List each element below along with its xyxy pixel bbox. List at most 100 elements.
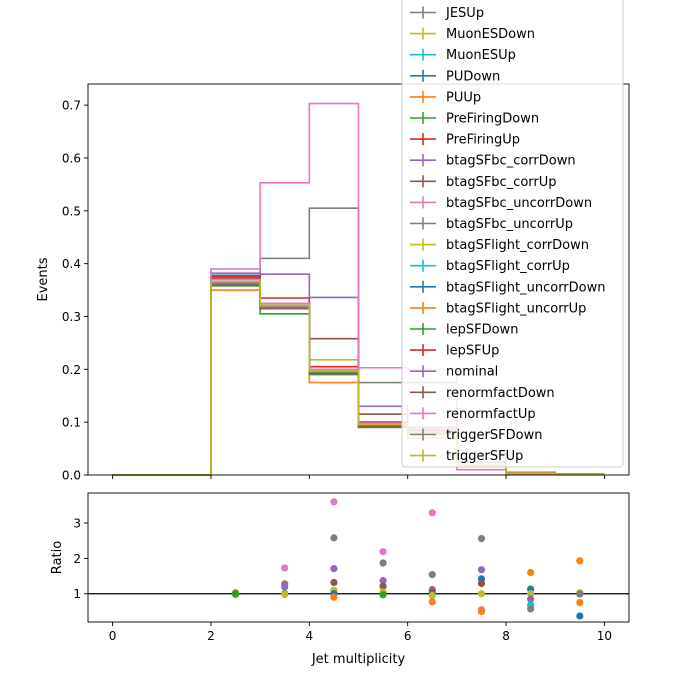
ratio-point — [379, 548, 387, 556]
ratio-point — [477, 566, 486, 574]
top-x-axis-ticks — [112, 475, 605, 479]
legend-label: btagSFbc_corrUp — [446, 175, 557, 190]
legend-entry-btagSFbc_uncorrDown: btagSFbc_uncorrDown — [410, 196, 592, 211]
legend-entry-PUUp: PUUp — [410, 90, 481, 105]
legend-label: triggerSFDown — [446, 428, 542, 443]
ratio-point — [330, 593, 338, 601]
legend-entry-triggerSFDown: triggerSFDown — [410, 428, 542, 443]
ratio-point — [477, 590, 486, 598]
legend-label: nominal — [446, 365, 498, 380]
legend-entry-btagSFlight_corrDown: btagSFlight_corrDown — [410, 238, 589, 253]
bottom-y-axis-label: Ratio — [50, 541, 65, 574]
top-y-tick-label: 0.2 — [62, 363, 81, 377]
legend-entry-btagSFlight_corrUp: btagSFlight_corrUp — [410, 259, 570, 274]
ratio-point — [330, 534, 338, 542]
legend-label: renormfactDown — [446, 386, 555, 401]
ratio-point — [281, 564, 289, 572]
bottom-x-tick-label: 10 — [597, 629, 612, 643]
ratio-point — [428, 591, 436, 600]
legend-entry-lepSFDown: lepSFDown — [410, 323, 518, 338]
legend-entry-btagSFbc_uncorrUp: btagSFbc_uncorrUp — [410, 217, 573, 232]
legend-label: btagSFlight_uncorrUp — [446, 301, 586, 316]
ratio-point — [576, 557, 584, 565]
ratio-point — [428, 509, 436, 517]
ratio-point — [576, 612, 584, 620]
legend-label: btagSFlight_corrUp — [446, 259, 570, 274]
legend-entry-renormfactUp: renormfactUp — [410, 407, 536, 422]
bottom-x-tick-label: 0 — [109, 629, 117, 643]
legend-label: btagSFlight_corrDown — [446, 238, 589, 253]
legend-label: lepSFUp — [446, 344, 499, 359]
ratio-point — [330, 498, 338, 506]
legend-label: PUUp — [446, 90, 481, 105]
ratio-points-group — [231, 498, 584, 620]
top-y-axis-ticks: 0.0 0.1 0.2 0.3 0.4 0.5 0.6 0.7 — [62, 99, 88, 483]
bottom-axes-frame — [87, 492, 630, 623]
ratio-point — [576, 590, 584, 598]
ratio-point — [281, 590, 289, 599]
legend-label: btagSFbc_uncorrDown — [446, 196, 592, 211]
top-y-tick-label: 0.4 — [62, 257, 81, 271]
legend-entry-PreFiringDown: PreFiringDown — [410, 112, 539, 127]
legend-items: JESUp MuonESDown MuonESUp PUDown PUUp PreFiri… — [410, 6, 606, 464]
legend-label: lepSFDown — [446, 323, 518, 338]
ratio-point — [527, 568, 535, 577]
legend-label: btagSFbc_uncorrUp — [446, 217, 573, 232]
legend-entry-triggerSFUp: triggerSFUp — [410, 449, 523, 464]
top-series-group — [112, 102, 605, 476]
ratio-point — [330, 578, 338, 587]
ratio-point — [527, 590, 535, 598]
legend-entry-lepSFUp: lepSFUp — [410, 344, 499, 359]
ratio-point — [379, 577, 387, 585]
bottom-y-tick-label: 2 — [73, 552, 81, 566]
ratio-point — [576, 598, 584, 607]
series-step-triggerSFUp — [112, 280, 605, 476]
legend-entry-PreFiringUp: PreFiringUp — [410, 133, 520, 148]
legend-entry-btagSFlight_uncorrDown: btagSFlight_uncorrDown — [410, 280, 606, 295]
ratio-point — [477, 607, 486, 615]
bottom-x-tick-label: 2 — [207, 629, 215, 643]
legend-label: renormfactUp — [446, 407, 536, 422]
top-y-axis-label: Events — [36, 257, 51, 301]
bottom-y-tick-label: 3 — [73, 517, 81, 531]
top-axes-frame — [87, 83, 630, 476]
bottom-x-tick-label: 8 — [502, 629, 510, 643]
bottom-ratio-panel: 1 2 3 0 2 4 6 8 10 Ratio Jet multiplicity — [50, 492, 630, 667]
legend-label: MuonESDown — [446, 27, 535, 42]
ratio-point — [428, 571, 436, 579]
ratio-point — [330, 565, 338, 573]
top-y-tick-label: 0.3 — [62, 310, 81, 324]
bottom-x-tick-label: 4 — [305, 629, 313, 643]
top-y-tick-label: 0.0 — [62, 469, 81, 483]
ratio-point — [477, 579, 486, 588]
ratio-point — [477, 534, 486, 543]
legend-entry-btagSFbc_corrUp: btagSFbc_corrUp — [410, 175, 557, 190]
legend-entry-JESUp: JESUp — [410, 6, 484, 21]
legend-label: PreFiringDown — [446, 112, 539, 127]
legend-box — [401, 0, 624, 468]
legend-label: btagSFlight_uncorrDown — [446, 280, 606, 295]
bottom-x-axis-ticks: 0 2 4 6 8 10 — [109, 622, 612, 643]
ratio-point — [527, 595, 535, 603]
top-y-tick-label: 0.1 — [62, 416, 81, 430]
legend-label: PreFiringUp — [446, 133, 520, 148]
ratio-point — [428, 598, 436, 606]
top-y-tick-label: 0.6 — [62, 151, 81, 165]
legend-label: JESUp — [445, 6, 484, 21]
x-axis-label: Jet multiplicity — [311, 652, 406, 667]
legend-entry-renormfactDown: renormfactDown — [410, 386, 555, 401]
legend-label: PUDown — [446, 69, 500, 84]
legend-entry-PUDown: PUDown — [410, 69, 500, 84]
legend-entry-MuonESUp: MuonESUp — [410, 48, 516, 63]
bottom-y-axis-ticks: 1 2 3 — [73, 517, 88, 601]
ratio-point — [281, 583, 289, 591]
ratio-point — [379, 591, 387, 599]
ratio-point — [527, 605, 535, 613]
legend-entry-nominal: nominal — [410, 365, 498, 380]
top-histogram-panel: 0.0 0.1 0.2 0.3 0.4 0.5 0.6 0.7 Events — [36, 83, 630, 483]
legend: JESUp MuonESDown MuonESUp PUDown PUUp PreFiri… — [401, 0, 624, 468]
legend-entry-btagSFlight_uncorrUp: btagSFlight_uncorrUp — [410, 301, 586, 316]
bottom-y-tick-label: 1 — [73, 587, 81, 601]
legend-entry-btagSFbc_corrDown: btagSFbc_corrDown — [410, 154, 576, 169]
top-y-tick-label: 0.5 — [62, 204, 81, 218]
